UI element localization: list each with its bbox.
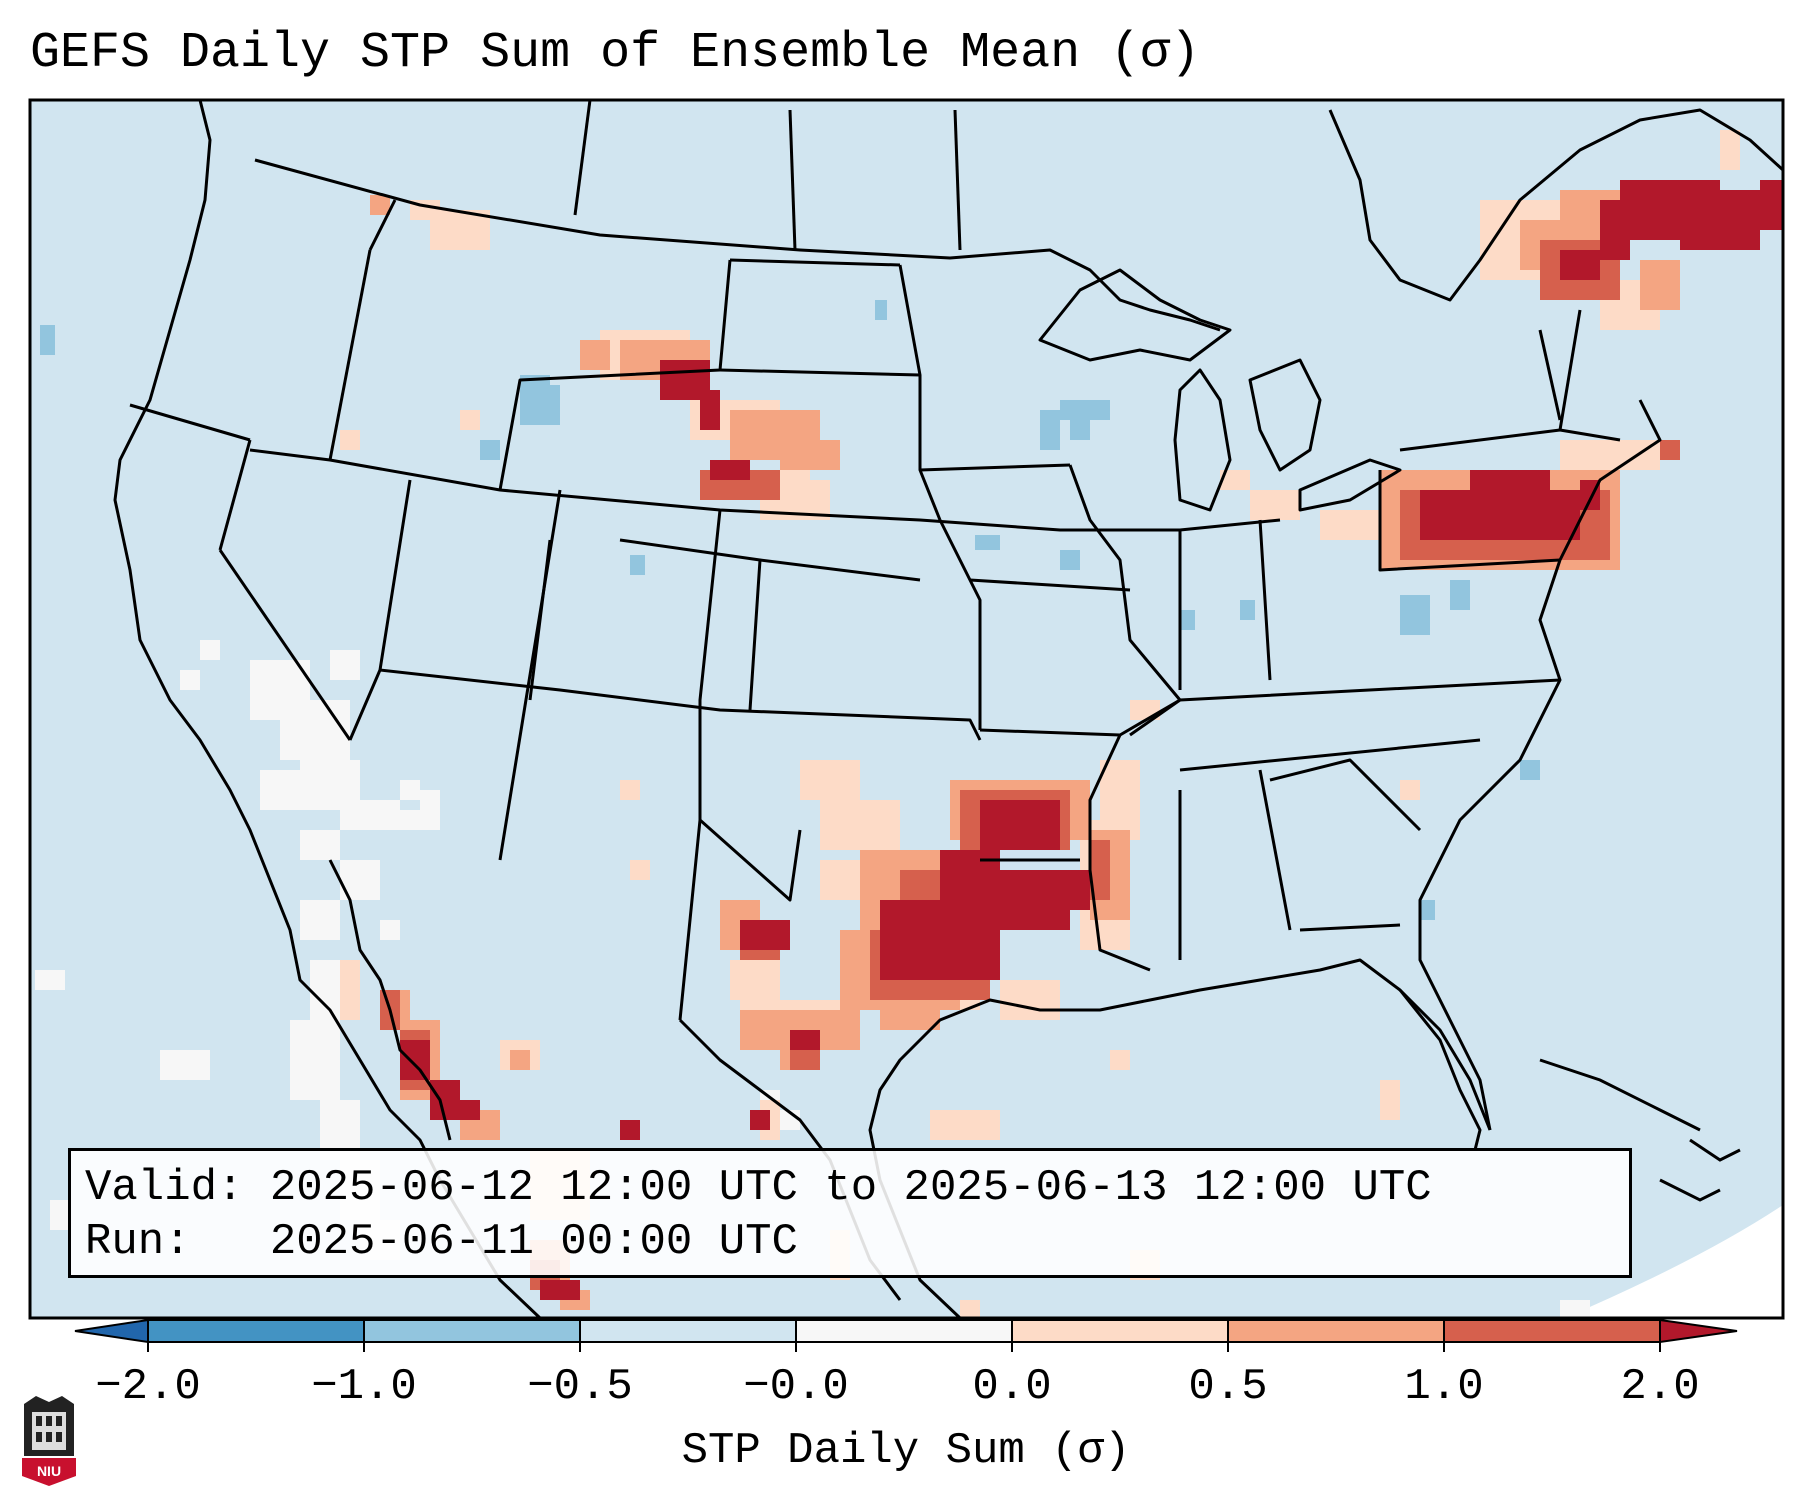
state-border [528, 539, 552, 701]
state-border [368, 199, 397, 251]
colorbar-bin [363, 1319, 581, 1343]
state-border [938, 519, 982, 730]
atlantic-coastline [1418, 399, 1662, 1131]
map-title: GEFS Daily STP Sum of Ensemble Mean (σ) [30, 25, 1201, 82]
state-border [678, 509, 722, 1021]
valid-time-row: Valid: 2025-06-12 12:00 UTC to 2025-06-1… [85, 1161, 1629, 1215]
valid-label: Valid: [85, 1163, 244, 1213]
state-border [218, 549, 352, 741]
lake-michigan [1173, 368, 1232, 512]
colorbar-tick-label: 0.0 [972, 1362, 1052, 1412]
run-value: 2025-06-11 00:00 UTC [269, 1217, 798, 1267]
colorbar [74, 1318, 1738, 1352]
state-border [498, 259, 732, 491]
colorbar-tick-label: 2.0 [1620, 1362, 1700, 1412]
state-border [249, 448, 1281, 532]
florida-coastline [1398, 989, 1482, 1151]
west-coastline [113, 100, 542, 1318]
state-border [953, 109, 962, 251]
state-border [898, 264, 942, 521]
state-border [328, 249, 372, 461]
niu-logo: NIU [22, 1396, 76, 1486]
state-border [1179, 738, 1481, 772]
state-border [729, 258, 901, 267]
lake-erie [1298, 458, 1402, 512]
state-border [1258, 769, 1292, 931]
state-border [1269, 758, 1422, 832]
us-canada-border [254, 158, 1221, 332]
caribbean-islands [1539, 1058, 1741, 1202]
run-label: Run: [85, 1217, 191, 1267]
state-border [1558, 309, 1582, 431]
state-border [379, 668, 982, 741]
map-area [30, 100, 1783, 1318]
colorbar-tick-label: −1.0 [311, 1362, 417, 1412]
colorbar-bin [1443, 1319, 1661, 1343]
logo-text: NIU [37, 1463, 61, 1479]
valid-run-info-box: Valid: 2025-06-12 12:00 UTC to 2025-06-1… [68, 1148, 1632, 1278]
run-time-row: Run: 2025-06-11 00:00 UTC [85, 1215, 1629, 1269]
extreme-positive-cells [400, 180, 1783, 1300]
state-border [129, 403, 251, 442]
colorbar-extend-low [74, 1318, 149, 1344]
negative-cells [40, 300, 1540, 920]
state-border [1119, 678, 1561, 737]
state-border [788, 109, 797, 251]
state-border [969, 578, 1131, 592]
valid-value: 2025-06-12 12:00 UTC to 2025-06-13 12:00… [269, 1163, 1432, 1213]
lake-superior [1038, 268, 1232, 362]
colorbar-label: STP Daily Sum (σ) [681, 1426, 1131, 1476]
state-border [1088, 734, 1151, 972]
state-border [719, 368, 921, 377]
colorbar-tick-label: −0.0 [743, 1362, 849, 1412]
state-border [759, 558, 921, 582]
colorbar-tick-label: 0.5 [1188, 1362, 1268, 1412]
colorbar-bin [579, 1319, 797, 1343]
lake-huron [1248, 358, 1322, 472]
state-border [1299, 923, 1401, 932]
colorbar-bin [147, 1319, 365, 1343]
colorbar-bin [1011, 1319, 1229, 1343]
northeast-coastline [1328, 108, 1783, 302]
colorbar-bin [795, 1319, 1013, 1343]
colorbar-tick-label: −0.5 [527, 1362, 633, 1412]
colorbar-tick-label: −2.0 [95, 1362, 201, 1412]
state-border [699, 818, 802, 902]
map-frame [28, 98, 1785, 1320]
baja-coastline [328, 859, 452, 1141]
state-border [218, 439, 252, 551]
state-border [1538, 329, 1562, 421]
state-border [979, 728, 1121, 737]
state-border [573, 100, 592, 216]
state-border [1378, 470, 1561, 572]
colorbar-extend-high [1659, 1318, 1738, 1344]
colorbar-bin [1227, 1319, 1445, 1343]
state-border [1258, 519, 1272, 681]
colorbar-tick-label: 1.0 [1404, 1362, 1484, 1412]
projection-edge [1564, 1205, 1783, 1318]
state-border [919, 463, 1071, 472]
